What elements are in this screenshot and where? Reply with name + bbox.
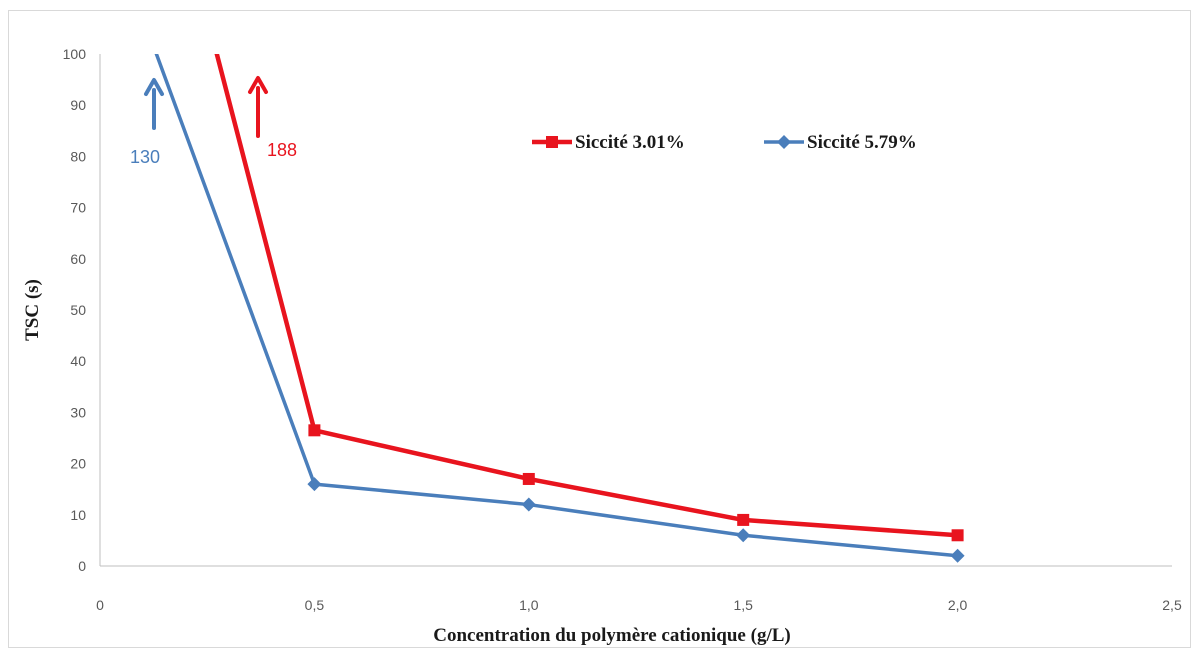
data-point [308,424,321,437]
series-line-0 [214,54,958,538]
legend-marker [546,136,558,148]
data-point [522,472,535,485]
y-tick-label: 20 [70,456,86,472]
legend-marker [777,135,791,149]
data-point [736,528,751,543]
y-tick-label: 60 [70,251,86,267]
legend-label: Siccité 3.01% [575,132,685,153]
series-line-1 [154,54,958,558]
data-point [307,477,322,492]
annotation-label: 188 [267,140,297,160]
data-point [737,513,750,526]
legend-item-0: Siccité 3.01% [532,132,685,153]
x-axis-title: Concentration du polymère cationique (g/… [433,625,790,646]
x-tick-label: 1,5 [733,597,753,613]
y-tick-label: 10 [70,507,86,523]
y-tick-label: 100 [63,46,87,62]
y-axis-title: TSC (s) [22,279,43,341]
y-tick-label: 0 [78,558,86,574]
x-tick-label: 0,5 [305,597,325,613]
annotations: 130 188 [130,76,297,167]
markers-layer [307,424,965,563]
x-tick-label: 2,0 [948,597,968,613]
x-tick-label: 1,0 [519,597,539,613]
off-scale-annotation: 130 [130,78,164,167]
arrow-up-icon [248,76,268,94]
data-point [951,529,964,542]
y-tick-label: 90 [70,97,86,113]
legend: Siccité 3.01% Siccité 5.79% [532,132,917,153]
legend-label: Siccité 5.79% [807,132,917,153]
axes: 0 10 20 30 40 50 60 70 80 90 100 0 0,5 1,0 1,5 2,0 2,5 [63,46,1182,613]
annotation-label: 130 [130,147,160,167]
y-tick-label: 40 [70,353,86,369]
chart-frame [8,10,1191,648]
y-tick-label: 80 [70,148,86,164]
x-tick-label: 2,5 [1162,597,1182,613]
legend-item-1: Siccité 5.79% [764,132,917,153]
y-tick-label: 50 [70,302,86,318]
off-scale-annotation: 188 [248,76,297,160]
data-point [521,497,536,512]
arrow-up-icon [144,78,164,96]
series-layer [154,54,958,558]
y-tick-label: 70 [70,200,86,216]
data-point [950,548,965,563]
y-tick-label: 30 [70,404,86,420]
x-tick-label: 0 [96,597,104,613]
